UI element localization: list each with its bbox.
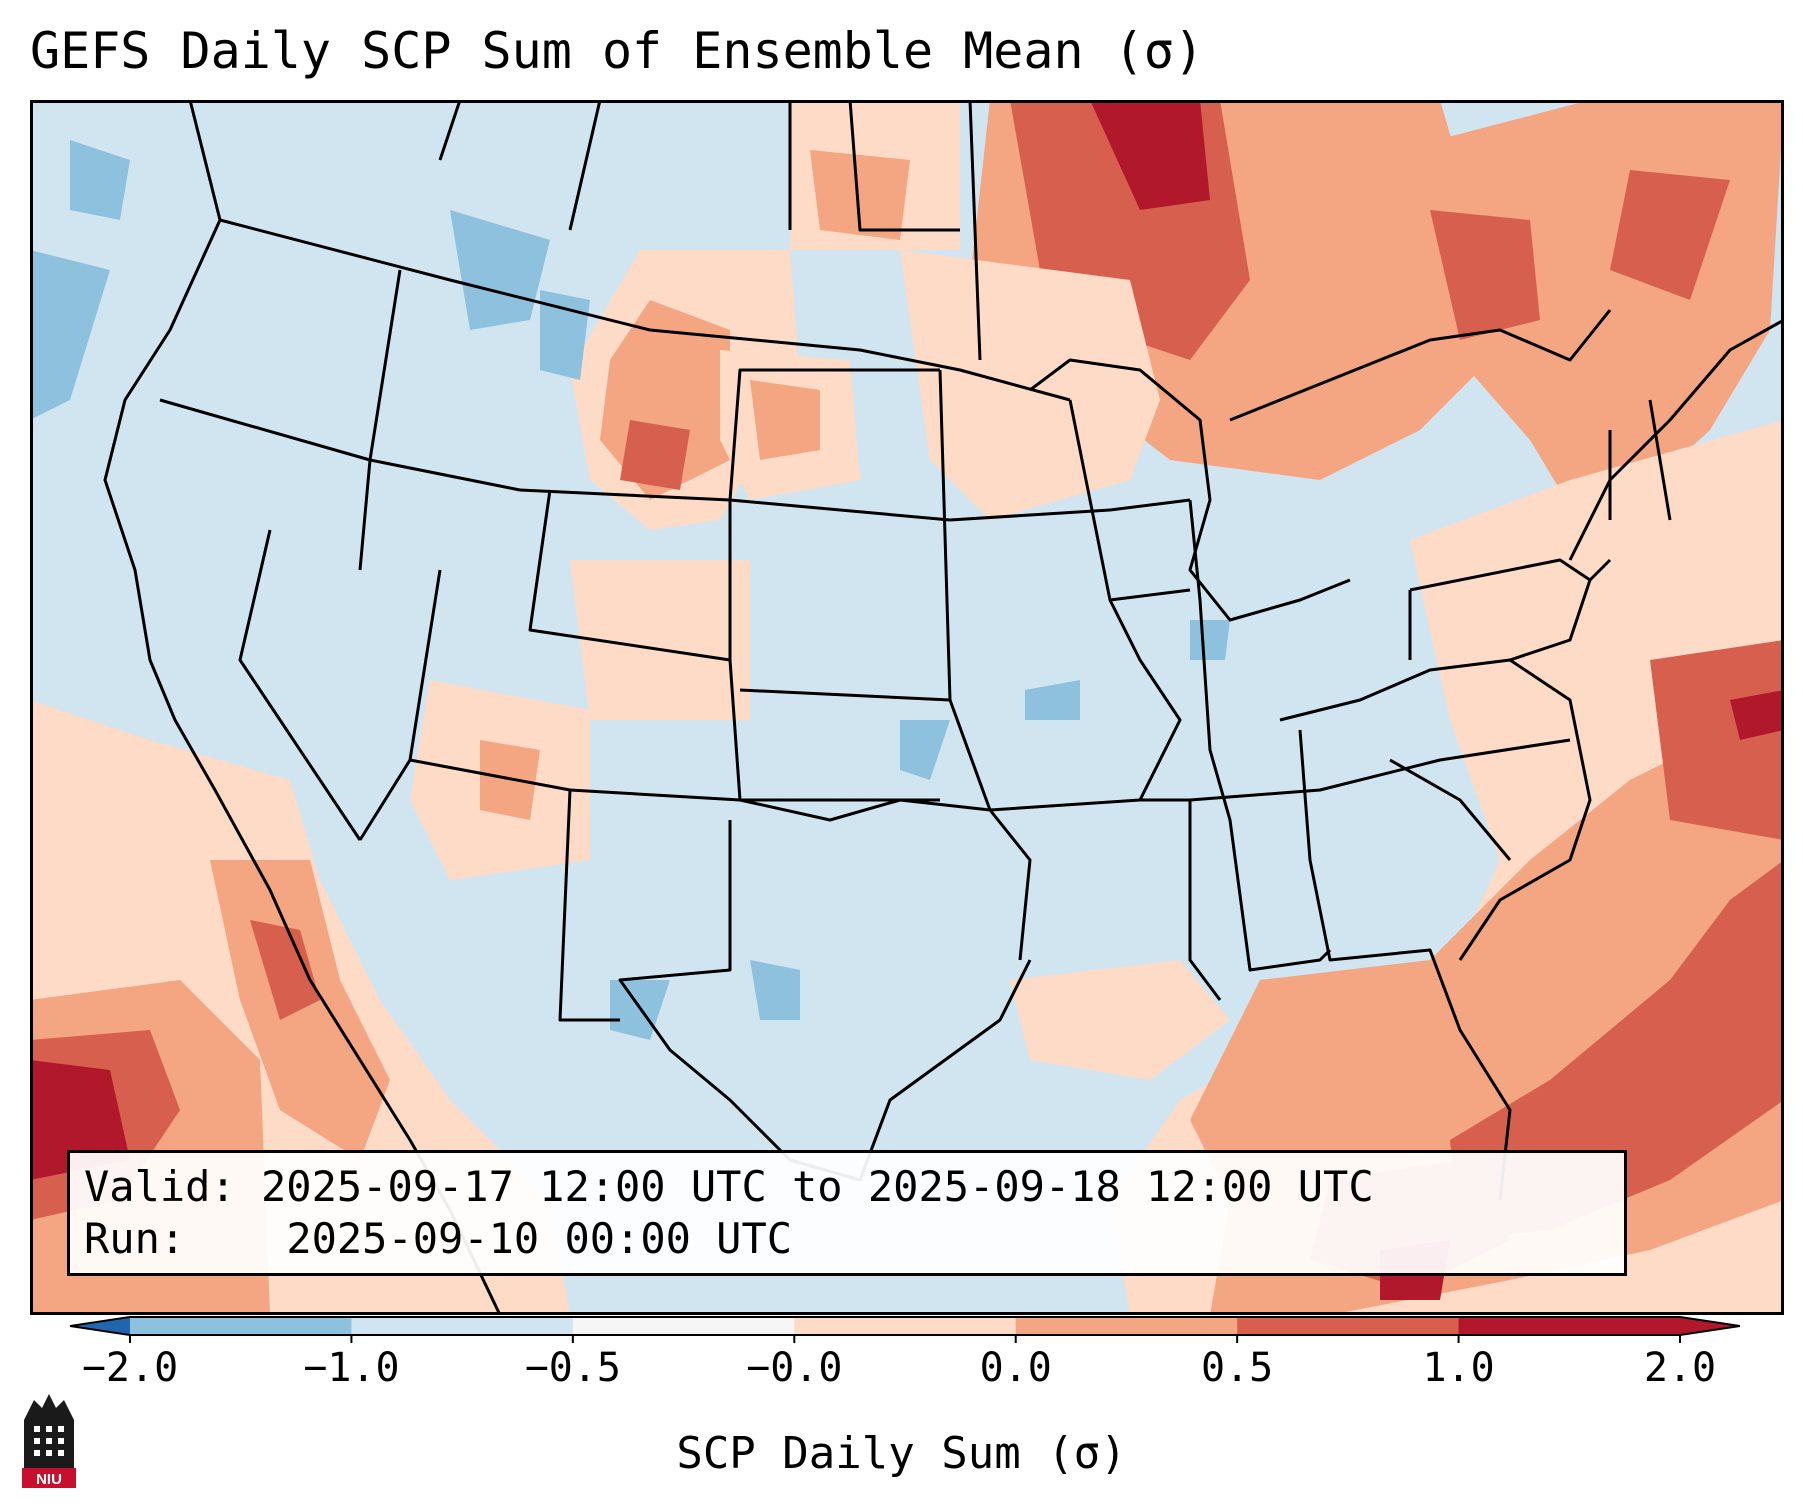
colorbar-segment [572, 1317, 795, 1335]
logo-banner [22, 1468, 76, 1488]
colorbar-label: SCP Daily Sum (σ) [676, 1428, 1127, 1479]
run-line: Run: 2025-09-10 00:00 UTC [84, 1213, 1610, 1265]
colorbar-segment [130, 1317, 352, 1335]
colorbar-tick-label: 0.5 [1201, 1345, 1273, 1385]
colorbar-tick-label: 1.0 [1422, 1345, 1494, 1385]
colorbar-extend-high [1680, 1317, 1740, 1335]
scp-anomaly-map [30, 100, 1784, 1315]
valid-time-range: 2025-09-17 12:00 UTC to 2025-09-18 12:00… [261, 1162, 1374, 1211]
colorbar-tick-label: −1.0 [303, 1345, 399, 1385]
state-boundaries [103, 100, 1784, 1315]
colorbar-segment [1458, 1317, 1681, 1335]
run-label: Run: [84, 1214, 186, 1263]
colorbar-tick-label: 2.0 [1644, 1345, 1716, 1385]
eastern-canada-border [1229, 309, 1612, 422]
colorbar-segment [1015, 1317, 1238, 1335]
logo-text: NIU [36, 1471, 62, 1488]
colorbar-segment [794, 1317, 1017, 1335]
colorbar: −2.0 −1.0 −0.5 −0.0 0.0 0.5 1.0 2.0 [70, 1316, 1740, 1385]
colorbar-tick-label: −2.0 [82, 1345, 178, 1385]
map-frame [30, 100, 1784, 1315]
logo-window-grid [34, 1426, 64, 1456]
niu-logo: NIU [22, 1394, 76, 1488]
colorbar-segments [70, 1316, 1740, 1336]
colorbar-extend-low [70, 1317, 130, 1335]
colorbar-segment [1237, 1317, 1460, 1335]
colorbar-ticks: −2.0 −1.0 −0.5 −0.0 0.0 0.5 1.0 2.0 [82, 1335, 1716, 1385]
map-title: GEFS Daily SCP Sum of Ensemble Mean (σ) [30, 22, 1204, 80]
run-time: 2025-09-10 00:00 UTC [286, 1214, 793, 1263]
colorbar-segment [351, 1317, 574, 1335]
colorbar-tick-label: 0.0 [980, 1345, 1052, 1385]
great-lakes [1029, 358, 1351, 622]
valid-label: Valid: [84, 1162, 236, 1211]
valid-run-info-box: Valid: 2025-09-17 12:00 UTC to 2025-09-1… [67, 1150, 1627, 1276]
coastline-pacific [103, 100, 502, 1315]
colorbar-tick-label: −0.0 [746, 1345, 842, 1385]
colorbar-tick-label: −0.5 [525, 1345, 621, 1385]
valid-line: Valid: 2025-09-17 12:00 UTC to 2025-09-1… [84, 1161, 1610, 1213]
canada-border [219, 218, 1071, 402]
